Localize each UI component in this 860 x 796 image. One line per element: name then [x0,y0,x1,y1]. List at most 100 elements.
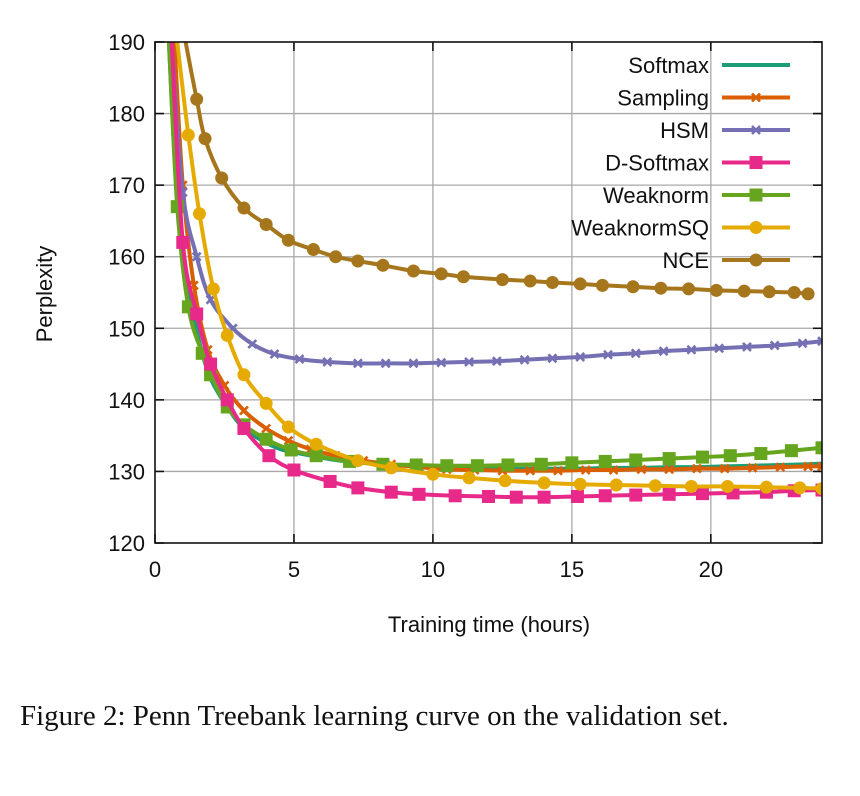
point-weaknorm [440,459,454,473]
legend-item-weaknorm: Weaknorm [603,183,790,208]
x-tick-label: 15 [560,557,584,582]
y-tick-label: 140 [108,388,145,413]
point-sampling [664,464,675,475]
point-nce [456,270,470,284]
point-hsm [817,336,822,347]
point-hsm [603,349,613,360]
legend-label: NCE [663,248,709,273]
legend: Softmax Sampling HSM D-Softmax Weaknorm Weakn… [571,53,790,273]
series-hsm [169,42,822,369]
point-d-softmax [204,357,218,371]
point-hsm [630,348,641,359]
legend-item-weaknormsq: WeaknormSQ [571,216,790,241]
point-weaknorm [754,447,768,461]
legend-marker [749,253,763,267]
x-axis-label: Training time (hours) [388,612,590,637]
legend-label: WeaknormSQ [571,216,709,241]
point-sampling [803,461,814,472]
point-weaknormsq [462,471,476,485]
y-tick-label: 190 [108,30,145,55]
point-weaknormsq [684,479,698,493]
point-hsm [191,251,202,262]
point-weaknorm [723,449,737,463]
point-hsm [408,358,419,369]
x-tick-label: 5 [288,557,300,582]
legend-label: HSM [660,118,709,143]
point-hsm [742,341,752,352]
point-nce [787,286,801,299]
point-weaknormsq [759,480,773,494]
point-d-softmax [448,489,462,503]
legend-marker [751,125,761,135]
point-weaknorm [284,443,298,457]
axis-ticks: 120 130 140 150 160 170 180 190 0 5 10 15 20 [108,30,822,582]
point-nce [215,171,229,185]
x-tick-label: 10 [421,557,445,582]
point-weaknorm [695,450,709,464]
point-sampling [553,465,563,476]
point-hsm [380,358,391,369]
point-sampling [775,462,786,473]
point-weaknormsq [309,437,323,451]
point-weaknormsq [281,420,295,434]
point-nce [259,218,273,232]
point-nce [737,284,751,298]
point-d-softmax [482,489,495,503]
point-weaknormsq [351,454,365,468]
point-weaknormsq [426,467,440,481]
point-weaknormsq [793,481,807,495]
point-weaknormsq [192,207,206,221]
point-d-softmax [351,481,365,495]
y-tick-label: 130 [108,459,145,484]
point-hsm [575,351,586,362]
plot-border [154,41,823,544]
point-nce [682,282,696,296]
point-d-softmax [323,474,337,488]
point-d-softmax [190,307,204,321]
point-hsm [436,357,447,368]
point-sampling [261,423,272,434]
point-nce [495,273,509,287]
point-nce [406,264,420,278]
point-weaknorm [409,458,423,472]
point-weaknormsq [815,482,822,496]
series-nce [183,42,815,301]
point-nce [434,267,448,281]
point-nce [545,275,559,289]
y-tick-label: 120 [108,531,145,556]
point-weaknorm [815,441,822,455]
plot-frame [154,41,823,544]
point-weaknorm [259,432,273,446]
point-nce [573,277,587,291]
point-nce [198,132,212,146]
point-d-softmax [412,487,426,501]
point-weaknorm [598,454,612,468]
point-weaknormsq [648,479,662,493]
point-hsm [352,358,363,369]
point-hsm [491,356,502,367]
point-hsm [547,353,558,364]
legend-item-nce: NCE [663,248,790,273]
legend-item-hsm: HSM [660,118,790,143]
point-nce [654,281,668,295]
series-line-weaknormsq [175,42,822,491]
point-nce [351,254,365,268]
legend-item-softmax: Softmax [628,53,790,78]
point-sampling [525,465,536,476]
point-hsm [519,354,530,365]
point-nce [801,287,815,301]
legend-label: Sampling [617,86,709,111]
point-d-softmax [695,487,709,501]
y-tick-label: 150 [108,316,145,341]
point-nce [762,285,776,299]
point-d-softmax [662,487,676,501]
point-weaknorm [662,452,676,466]
y-tick-label: 170 [108,173,145,198]
point-d-softmax [570,489,584,503]
point-weaknormsq [181,128,195,142]
series-d-softmax [169,42,822,504]
learning-curve-chart: 120 130 140 150 160 170 180 190 0 5 10 15 20 Softmax… [32,30,823,637]
x-tick-label: 0 [149,557,161,582]
point-weaknormsq [609,478,623,492]
point-sampling [719,463,730,474]
